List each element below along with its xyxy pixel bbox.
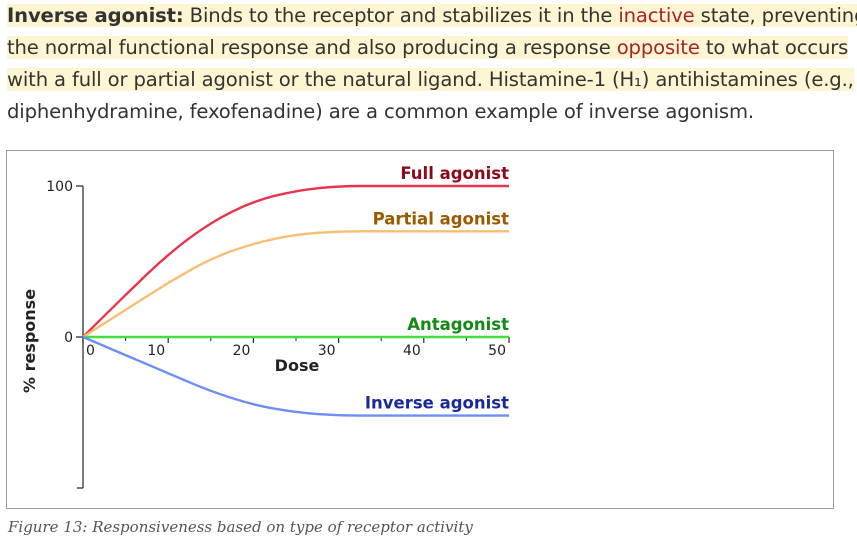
paragraph-text: the normal functional response and also …: [7, 36, 617, 59]
y-tick-label: 0: [64, 330, 73, 346]
paragraph-line: with a full or partial agonist or the na…: [0, 64, 857, 96]
series-label-inverse-agonist: Inverse agonist: [365, 394, 509, 413]
x-tick-label: 0: [86, 343, 95, 359]
x-tick-label: 40: [403, 343, 421, 359]
series-line-partial-agonist: [82, 230, 509, 339]
y-tick-label: 100: [46, 179, 73, 195]
term-label: Inverse agonist:: [7, 4, 184, 27]
emphasis-text: opposite: [616, 36, 700, 59]
paragraph-line: the normal functional response and also …: [0, 32, 857, 64]
paragraph-text: state, preventing: [694, 4, 857, 27]
figure-caption: Figure 13: Responsiveness based on type …: [8, 518, 473, 536]
paragraph-text: with a full or partial agonist or the na…: [7, 68, 483, 91]
series-line-inverse-agonist: [82, 335, 509, 417]
intro-paragraph: Inverse agonist: Binds to the receptor a…: [0, 0, 857, 128]
series-line-full-agonist: [82, 184, 509, 338]
paragraph-text: diphenhydramine, fexofenadine) are a com…: [7, 100, 755, 123]
x-tick-label: 50: [488, 343, 506, 359]
emphasis-text: inactive: [618, 4, 695, 27]
figure-frame: 0 100 0 10 20 30 40 50 Full agonist Partial agoni…: [6, 150, 834, 509]
series-label-partial-agonist: Partial agonist: [373, 209, 510, 228]
paragraph-line: Inverse agonist: Binds to the receptor a…: [0, 0, 857, 32]
y-axis-title: % response: [20, 289, 39, 393]
x-tick-label: 30: [318, 343, 336, 359]
series-label-antagonist: Antagonist: [407, 315, 509, 334]
dose-response-chart: 0 100 0 10 20 30 40 50 Full agonist Partial agoni…: [20, 164, 510, 489]
x-tick-label: 10: [147, 343, 165, 359]
paragraph-text: Binds to the receptor and stabilizes it …: [183, 4, 619, 27]
x-tick-label: 20: [233, 343, 251, 359]
paragraph-text: to what occurs: [699, 36, 849, 59]
series-label-full-agonist: Full agonist: [400, 164, 509, 183]
paragraph-line: diphenhydramine, fexofenadine) are a com…: [0, 96, 857, 128]
x-axis-title: Dose: [275, 356, 320, 375]
paragraph-text: Histamine-1 (H₁) antihistamines (e.g.,: [482, 68, 854, 91]
